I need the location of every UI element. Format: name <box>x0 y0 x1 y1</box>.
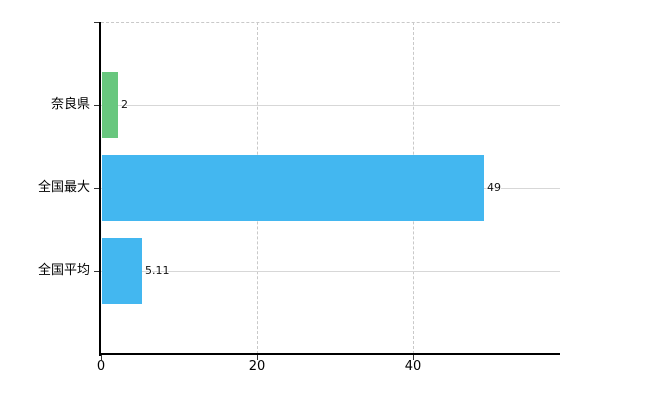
y-axis-tick <box>94 105 100 106</box>
x-axis-tick <box>413 355 414 360</box>
x-axis-line <box>99 353 560 355</box>
bar-value-label: 5.11 <box>145 264 170 277</box>
bar-national-max <box>102 155 484 221</box>
gridline-top <box>101 22 560 23</box>
bar-national-average <box>102 238 142 304</box>
gridline-horizontal <box>101 271 560 272</box>
category-label: 奈良県 <box>50 97 90 112</box>
gridline-horizontal <box>101 105 560 106</box>
y-axis-tick <box>94 188 100 189</box>
y-axis-tick <box>94 271 100 272</box>
y-axis-line <box>99 22 101 356</box>
x-axis-tick-label: 40 <box>404 359 422 374</box>
y-axis-tick <box>94 22 100 23</box>
bar-nara <box>102 72 118 138</box>
x-axis-tick-label: 0 <box>96 359 106 374</box>
category-label: 全国最大 <box>37 180 90 195</box>
x-axis-tick <box>257 355 258 360</box>
x-axis-tick <box>101 355 102 360</box>
bar-value-label: 49 <box>487 181 501 194</box>
bar-value-label: 2 <box>121 98 128 111</box>
category-label: 全国平均 <box>37 263 90 278</box>
x-axis-tick-label: 20 <box>248 359 266 374</box>
